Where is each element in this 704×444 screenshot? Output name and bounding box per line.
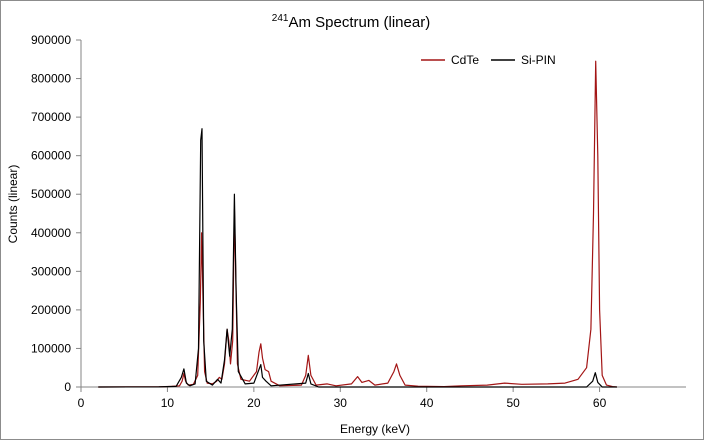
title-superscript: 241 (272, 13, 289, 24)
y-tick-label: 300000 (31, 264, 71, 278)
x-tick-label: 40 (420, 396, 434, 410)
y-tick-label: 600000 (31, 149, 71, 163)
y-tick-label: 500000 (31, 187, 71, 201)
x-tick-label: 50 (506, 396, 520, 410)
x-tick-label: 60 (593, 396, 607, 410)
y-tick-label: 900000 (31, 33, 71, 47)
chart-title: 241Am Spectrum (linear) (272, 13, 430, 31)
plot-area: 0 100000 200000 300000 400000 500000 600000 700… (31, 33, 686, 410)
legend-label: Si-PIN (521, 53, 556, 67)
series-line-si-pin (98, 128, 617, 388)
y-axis-label: Counts (linear) (6, 165, 20, 244)
legend: CdTe Si-PIN (421, 53, 556, 67)
x-tick-label: 10 (161, 396, 175, 410)
title-main: Am Spectrum (linear) (288, 14, 430, 31)
series-line-cdte (98, 60, 617, 388)
legend-label: CdTe (451, 53, 479, 67)
y-tick-label: 700000 (31, 110, 71, 124)
y-tick-label: 0 (64, 380, 71, 394)
y-tick-label: 400000 (31, 226, 71, 240)
x-tick-label: 20 (247, 396, 261, 410)
x-axis-label: Energy (keV) (340, 422, 410, 436)
y-tick-label: 100000 (31, 341, 71, 355)
x-tick-label: 30 (334, 396, 348, 410)
y-tick-label: 200000 (31, 303, 71, 317)
x-tick-label: 0 (78, 396, 85, 410)
y-tick-label: 800000 (31, 72, 71, 86)
